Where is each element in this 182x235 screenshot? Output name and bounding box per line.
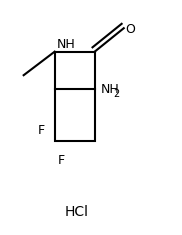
Text: O: O bbox=[126, 23, 135, 36]
Text: F: F bbox=[37, 124, 45, 137]
Text: F: F bbox=[57, 154, 65, 167]
Text: NH: NH bbox=[56, 38, 75, 51]
Text: HCl: HCl bbox=[64, 204, 88, 219]
Text: NH: NH bbox=[101, 83, 120, 96]
Text: 2: 2 bbox=[113, 89, 119, 98]
